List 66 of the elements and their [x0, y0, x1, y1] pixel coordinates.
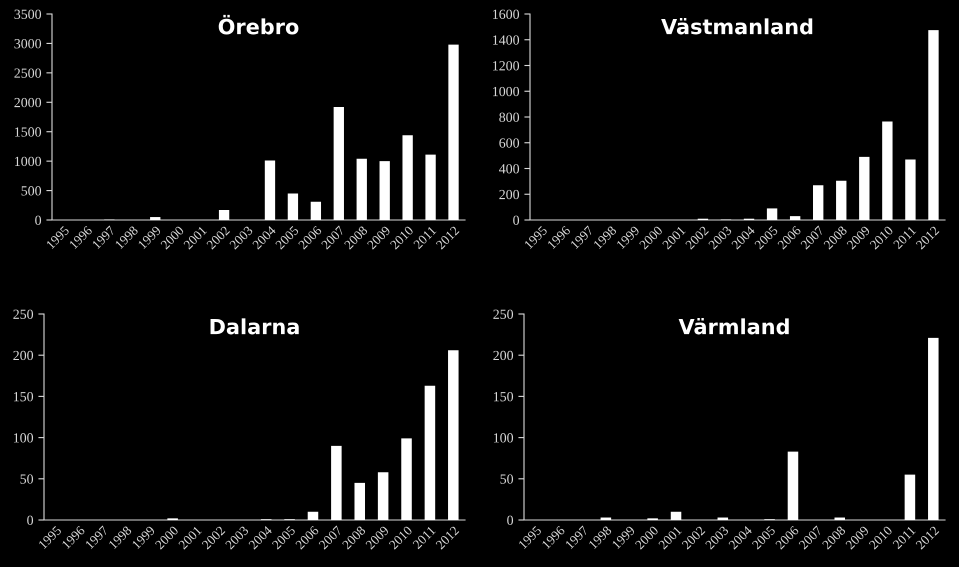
y-tick-label: 1500 — [15, 127, 42, 137]
bar — [836, 180, 846, 220]
y-tick-label: 800 — [499, 112, 520, 122]
y-tick-label: 50 — [20, 474, 34, 484]
bar — [882, 122, 893, 220]
bar — [308, 512, 318, 520]
y-tick-label: 1000 — [493, 86, 520, 96]
y-tick-label: 200 — [493, 350, 514, 360]
bar — [424, 386, 436, 520]
bar — [288, 194, 298, 220]
bar — [401, 438, 412, 520]
y-tick-label: 3500 — [14, 10, 42, 19]
y-tick-label: 1200 — [493, 61, 520, 70]
y-tick-label: 600 — [499, 138, 520, 148]
bar — [904, 474, 916, 520]
bar — [425, 154, 436, 220]
bar — [331, 446, 342, 520]
bar — [448, 350, 459, 520]
y-tick-label: 150 — [14, 392, 34, 402]
bar — [928, 30, 939, 220]
x-tick-label: 2011 — [892, 526, 916, 550]
y-tick-label: 100 — [14, 433, 34, 443]
chart-title: Örebro — [218, 14, 298, 34]
bar — [928, 338, 939, 520]
bar — [905, 159, 916, 220]
bar — [859, 156, 870, 220]
bar — [354, 482, 366, 520]
bar — [813, 185, 824, 220]
bar — [402, 135, 413, 220]
y-tick-label: 250 — [493, 310, 514, 319]
y-tick-label: 100 — [494, 433, 514, 443]
y-tick-label: 0 — [513, 216, 520, 225]
bar — [310, 202, 322, 220]
y-tick-label: 400 — [499, 164, 520, 174]
y-tick-label: 2500 — [14, 68, 42, 78]
bar — [766, 208, 778, 220]
y-tick-label: 150 — [494, 392, 514, 402]
y-tick-label: 50 — [500, 474, 514, 484]
bar — [670, 512, 682, 520]
bar — [378, 472, 388, 520]
y-tick-label: 250 — [13, 310, 34, 319]
y-tick-label: 2000 — [14, 98, 42, 108]
bar — [788, 452, 798, 520]
y-tick-label: 500 — [22, 186, 42, 196]
chart-title: Dalarna — [210, 318, 299, 334]
y-tick-label: 1400 — [493, 35, 520, 45]
chart-title: Värmland — [678, 318, 789, 334]
bar — [334, 106, 344, 220]
bar — [264, 160, 276, 220]
y-tick-label: 200 — [499, 190, 520, 200]
y-tick-label: 1000 — [15, 156, 42, 166]
x-tick-label: 2011 — [412, 526, 436, 550]
bar — [150, 217, 160, 220]
y-tick-label: 0 — [27, 516, 34, 525]
bar — [790, 216, 800, 220]
chart-title: Västmanland — [661, 18, 812, 34]
bar — [356, 158, 367, 220]
x-tick-label: 2011 — [892, 226, 916, 250]
y-tick-label: 1600 — [493, 10, 520, 19]
bar — [218, 210, 230, 220]
y-tick-label: 200 — [13, 350, 34, 360]
y-tick-label: 3000 — [14, 39, 42, 48]
bar — [448, 44, 459, 220]
y-tick-label: 0 — [507, 516, 514, 525]
bar — [380, 161, 390, 220]
y-tick-label: 0 — [35, 216, 42, 225]
